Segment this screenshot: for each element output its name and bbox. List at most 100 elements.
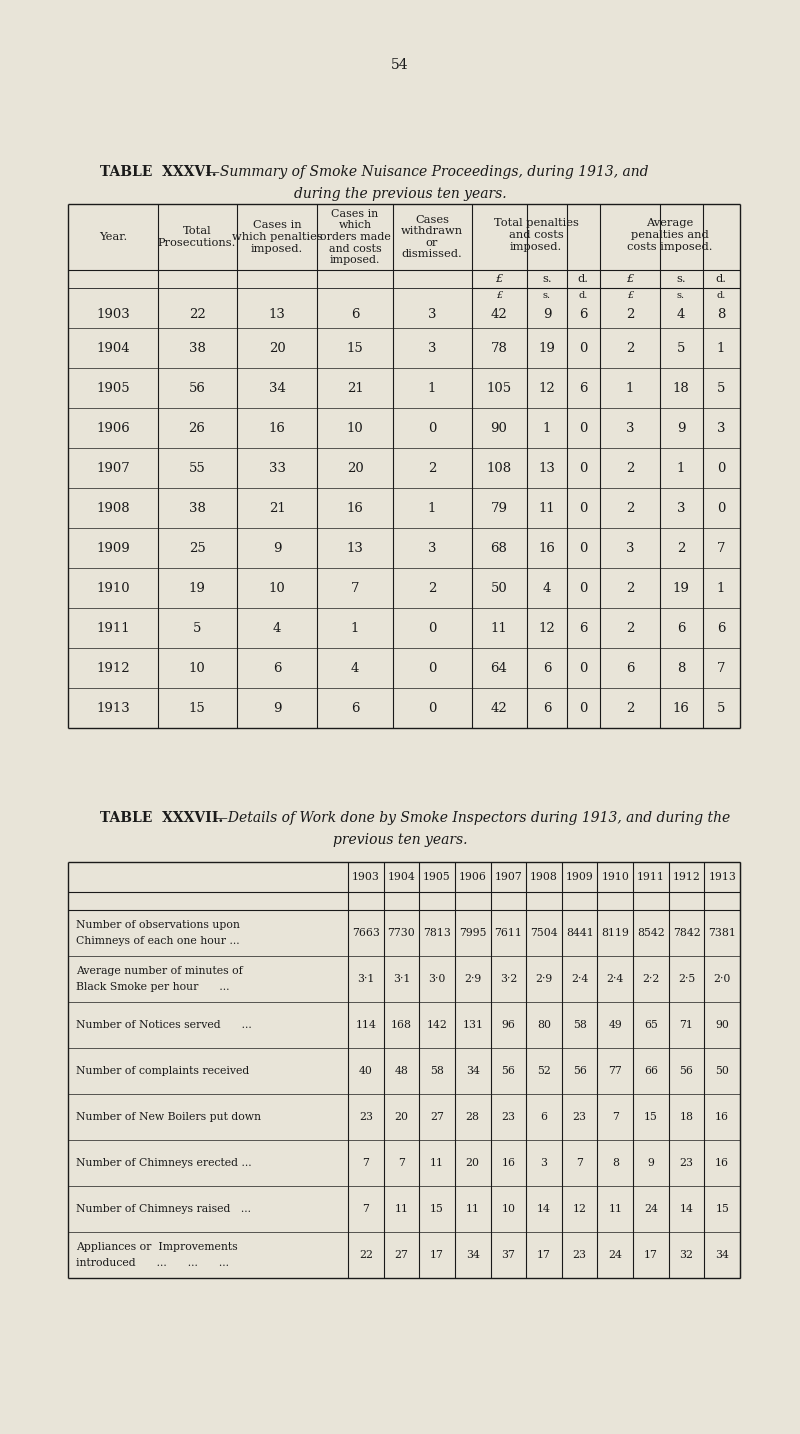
Text: 16: 16 xyxy=(269,422,286,435)
Text: —Summary of Smoke Nuisance Proceedings, during 1913, and: —Summary of Smoke Nuisance Proceedings, … xyxy=(206,165,649,179)
Text: 56: 56 xyxy=(502,1065,515,1076)
Text: 19: 19 xyxy=(538,341,555,354)
Text: TABLE  XXXVI.: TABLE XXXVI. xyxy=(100,165,217,179)
Text: s.: s. xyxy=(542,274,552,284)
Text: 68: 68 xyxy=(490,542,507,555)
Text: Number of Chimneys raised   ...: Number of Chimneys raised ... xyxy=(76,1205,251,1215)
Text: 18: 18 xyxy=(679,1111,694,1121)
Text: 14: 14 xyxy=(680,1205,694,1215)
Text: s.: s. xyxy=(543,291,551,301)
Text: 32: 32 xyxy=(679,1250,694,1260)
Text: 15: 15 xyxy=(346,341,363,354)
Text: 142: 142 xyxy=(426,1020,447,1030)
Text: 50: 50 xyxy=(715,1065,729,1076)
Text: 3: 3 xyxy=(626,542,634,555)
Text: 33: 33 xyxy=(269,462,286,475)
Text: 11: 11 xyxy=(490,621,507,634)
Text: 17: 17 xyxy=(430,1250,444,1260)
Text: 4: 4 xyxy=(543,582,551,595)
Text: 131: 131 xyxy=(462,1020,483,1030)
Text: 7504: 7504 xyxy=(530,928,558,938)
Text: 1907: 1907 xyxy=(494,872,522,882)
Text: 6: 6 xyxy=(717,621,726,634)
Text: 23: 23 xyxy=(679,1159,694,1169)
Text: 1909: 1909 xyxy=(96,542,130,555)
Text: 1909: 1909 xyxy=(566,872,594,882)
Text: 6: 6 xyxy=(578,621,587,634)
Text: 3·1: 3·1 xyxy=(393,974,410,984)
Text: 17: 17 xyxy=(537,1250,551,1260)
Text: 2: 2 xyxy=(428,582,436,595)
Text: 1911: 1911 xyxy=(96,621,130,634)
Text: 7842: 7842 xyxy=(673,928,701,938)
Text: Number of Chimneys erected ...: Number of Chimneys erected ... xyxy=(76,1159,252,1169)
Text: 12: 12 xyxy=(538,381,555,394)
Text: 1: 1 xyxy=(626,381,634,394)
Text: 2: 2 xyxy=(626,621,634,634)
Text: 7995: 7995 xyxy=(459,928,486,938)
Text: 37: 37 xyxy=(502,1250,515,1260)
Text: 24: 24 xyxy=(608,1250,622,1260)
Text: 6: 6 xyxy=(626,661,634,674)
Text: 9: 9 xyxy=(647,1159,654,1169)
Text: 2: 2 xyxy=(626,701,634,714)
Text: 0: 0 xyxy=(579,701,587,714)
Text: 1912: 1912 xyxy=(673,872,701,882)
Text: 15: 15 xyxy=(644,1111,658,1121)
Text: 64: 64 xyxy=(490,661,507,674)
Text: 2: 2 xyxy=(626,502,634,515)
Text: £: £ xyxy=(626,274,634,284)
Text: 1: 1 xyxy=(677,462,685,475)
Text: Number of observations upon: Number of observations upon xyxy=(76,921,240,931)
Text: Average number of minutes of: Average number of minutes of xyxy=(76,967,242,977)
Text: 5: 5 xyxy=(677,341,685,354)
Text: 7: 7 xyxy=(362,1159,370,1169)
Text: 22: 22 xyxy=(359,1250,373,1260)
Text: introduced      ...      ...      ...: introduced ... ... ... xyxy=(76,1258,229,1268)
Text: 54: 54 xyxy=(391,57,409,72)
Text: 0: 0 xyxy=(579,462,587,475)
Text: 27: 27 xyxy=(394,1250,408,1260)
Text: previous ten years.: previous ten years. xyxy=(333,833,467,847)
Text: 10: 10 xyxy=(502,1205,515,1215)
Text: Number of Notices served      ...: Number of Notices served ... xyxy=(76,1020,252,1030)
Text: 3·0: 3·0 xyxy=(429,974,446,984)
Text: 55: 55 xyxy=(189,462,206,475)
Text: 20: 20 xyxy=(346,462,363,475)
Text: 6: 6 xyxy=(542,701,551,714)
Text: 1913: 1913 xyxy=(708,872,736,882)
Text: 8: 8 xyxy=(717,307,725,321)
Text: 3: 3 xyxy=(428,341,436,354)
Text: s.: s. xyxy=(677,291,685,301)
Text: 40: 40 xyxy=(359,1065,373,1076)
Text: 20: 20 xyxy=(269,341,286,354)
Text: 5: 5 xyxy=(193,621,201,634)
Text: 6: 6 xyxy=(541,1111,547,1121)
Text: 7611: 7611 xyxy=(494,928,522,938)
Text: 11: 11 xyxy=(538,502,555,515)
Text: 66: 66 xyxy=(644,1065,658,1076)
Text: 15: 15 xyxy=(430,1205,444,1215)
Text: Total
Prosecutions.: Total Prosecutions. xyxy=(158,227,236,248)
Text: 78: 78 xyxy=(490,341,507,354)
Text: 7: 7 xyxy=(398,1159,405,1169)
Text: 38: 38 xyxy=(189,341,206,354)
Text: 1905: 1905 xyxy=(423,872,451,882)
Text: 2: 2 xyxy=(626,341,634,354)
Text: 1903: 1903 xyxy=(352,872,380,882)
Text: 13: 13 xyxy=(538,462,555,475)
Text: 0: 0 xyxy=(717,462,725,475)
Text: 8119: 8119 xyxy=(602,928,630,938)
Text: 6: 6 xyxy=(542,661,551,674)
Text: Year.: Year. xyxy=(99,232,127,242)
Text: 42: 42 xyxy=(490,701,507,714)
Text: 65: 65 xyxy=(644,1020,658,1030)
Text: 27: 27 xyxy=(430,1111,444,1121)
Text: 28: 28 xyxy=(466,1111,480,1121)
Text: d.: d. xyxy=(578,291,588,301)
Text: 42: 42 xyxy=(490,307,507,321)
Text: 38: 38 xyxy=(189,502,206,515)
Text: 1906: 1906 xyxy=(458,872,486,882)
Text: 2·9: 2·9 xyxy=(464,974,482,984)
Text: 34: 34 xyxy=(466,1250,480,1260)
